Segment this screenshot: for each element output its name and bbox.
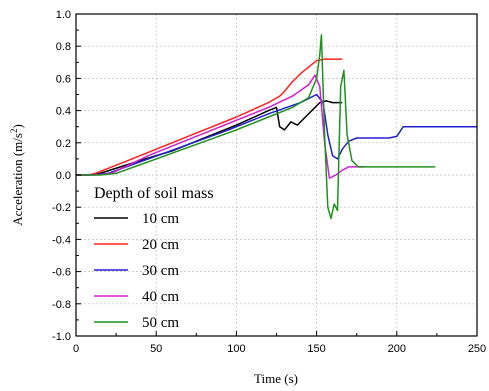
legend-label: 40 cm bbox=[142, 289, 179, 305]
y-tick-label: -0.6 bbox=[52, 267, 71, 279]
legend-label: 50 cm bbox=[142, 315, 179, 331]
legend-title: Depth of soil mass bbox=[94, 185, 214, 202]
y-tick-label: 0.4 bbox=[56, 106, 71, 118]
legend-label: 30 cm bbox=[142, 263, 179, 279]
y-axis-title-sup: 2 bbox=[9, 129, 19, 134]
y-tick-label: -1.0 bbox=[52, 331, 71, 343]
y-axis-title-text: Acceleration (m/s bbox=[10, 133, 25, 226]
series-layer bbox=[76, 34, 477, 220]
y-tick-label: 1.0 bbox=[56, 9, 71, 21]
legend-label: 20 cm bbox=[142, 237, 179, 253]
y-tick-label: 0.2 bbox=[56, 138, 71, 150]
series-line-1 bbox=[76, 100, 343, 176]
y-tick-label: -0.4 bbox=[52, 234, 71, 246]
legend: Depth of soil mass 10 cm 20 cm 30 cm 40 cm 50… bbox=[94, 185, 214, 331]
x-tick-label: 150 bbox=[307, 343, 325, 355]
y-tick-label: -0.2 bbox=[52, 202, 71, 214]
series-line-5 bbox=[76, 34, 436, 220]
y-axis-title: Acceleration (m/s2) bbox=[9, 124, 25, 226]
x-tick-label: 250 bbox=[468, 343, 486, 355]
legend-label: 10 cm bbox=[142, 211, 179, 227]
x-tick-label: 50 bbox=[150, 343, 162, 355]
ticks: 0 50 100 150 200 250 -1.0 -0.8 -0.6 -0.4 -0.2 0.0 0.… bbox=[52, 9, 486, 355]
x-tick-label: 0 bbox=[73, 343, 79, 355]
y-tick-label: 0.8 bbox=[56, 41, 71, 53]
y-tick-label: 0.6 bbox=[56, 73, 71, 85]
series-line-3 bbox=[76, 93, 477, 176]
y-axis-title-close: ) bbox=[10, 124, 25, 128]
x-tick-label: 200 bbox=[388, 343, 406, 355]
x-axis-title: Time (s) bbox=[254, 371, 298, 386]
y-tick-label: 0.0 bbox=[56, 170, 71, 182]
x-tick-label: 100 bbox=[227, 343, 245, 355]
y-tick-label: -0.8 bbox=[52, 299, 71, 311]
series-line-4 bbox=[76, 74, 365, 179]
grid bbox=[75, 13, 478, 337]
series-line-2 bbox=[76, 58, 343, 176]
